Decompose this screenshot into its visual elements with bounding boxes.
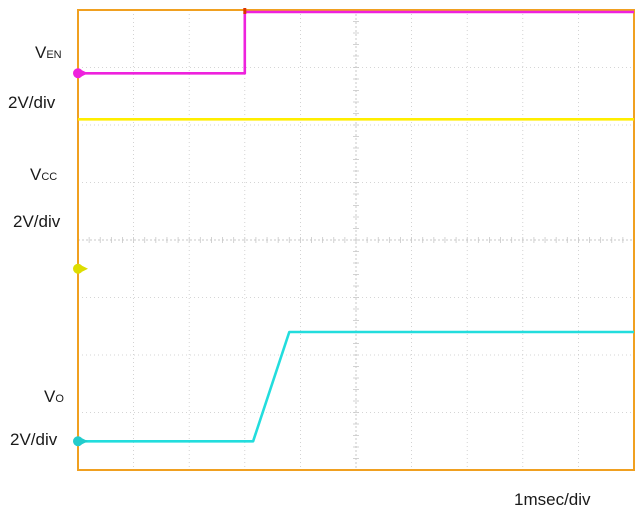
ground-arrow-en xyxy=(82,70,88,77)
ground-markers xyxy=(73,8,247,447)
time-scale-label: 1msec/div xyxy=(514,490,591,509)
vo-scale-label: 2V/div xyxy=(10,430,58,449)
grid xyxy=(77,9,635,471)
vcc-label: VCC xyxy=(30,165,57,184)
ven-label: VEN xyxy=(35,43,62,62)
ground-arrow-o xyxy=(82,438,88,445)
traces xyxy=(78,10,634,443)
trigger-marker xyxy=(243,8,247,14)
ground-marker-en xyxy=(73,68,83,79)
ground-marker-o xyxy=(73,436,83,447)
trace-o xyxy=(78,330,634,443)
vo-label: VO xyxy=(44,387,64,406)
ground-arrow-cc xyxy=(82,265,88,272)
plot-frame xyxy=(77,9,635,471)
ground-marker-cc xyxy=(73,263,83,274)
vcc-scale-label: 2V/div xyxy=(13,212,61,231)
ven-scale-label: 2V/div xyxy=(8,93,56,112)
trace-en xyxy=(78,10,634,75)
